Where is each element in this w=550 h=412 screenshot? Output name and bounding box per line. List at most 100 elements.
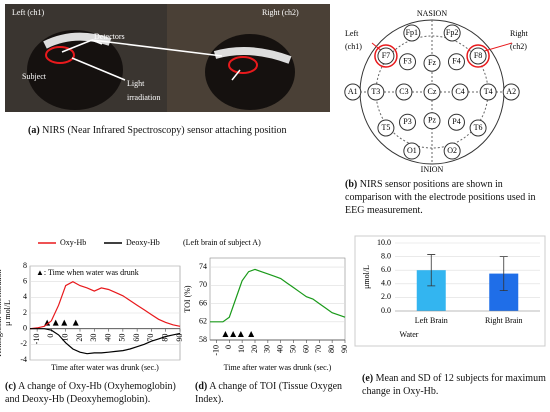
electrode-label: Fp2	[446, 28, 458, 37]
caption-text: NIRS (Near Infrared Spectroscopy) sensor…	[42, 125, 287, 136]
drink-marker	[52, 319, 59, 326]
x-tick-label: Right Brain	[485, 316, 523, 325]
electrode-label: T6	[474, 123, 483, 132]
photo-label: Left (ch1)	[12, 8, 45, 17]
electrode	[447, 53, 465, 71]
electrode-label: F8	[474, 51, 482, 60]
headband	[43, 32, 112, 49]
side-label: Right	[510, 29, 529, 38]
electrode-label: Cz	[428, 87, 437, 96]
x-tick-label: 40	[276, 345, 285, 353]
caption-text: A change of Oxy-Hb (Oxyhemoglobin) and D…	[5, 381, 176, 405]
sensor-ring	[45, 46, 75, 64]
electrode-label: Pz	[428, 116, 436, 125]
y-tick-label: -4	[20, 355, 27, 364]
caption: (a) NIRS (Near Infrared Spectroscopy) se…	[28, 124, 328, 137]
caption-text: Mean and SD of 12 subjects for maximum c…	[362, 373, 546, 397]
electrode	[344, 83, 362, 101]
y-tick-label: 62	[199, 317, 207, 326]
sensor-highlight	[466, 44, 490, 68]
y-tick-label: -2	[20, 339, 27, 348]
inion: INION	[421, 165, 444, 174]
drink-marker	[44, 319, 51, 326]
x-tick-label: 50	[288, 345, 297, 353]
data-line	[29, 281, 181, 330]
x-tick-label: 60	[301, 345, 310, 353]
x-axis-label: Water	[400, 330, 419, 339]
electrode	[479, 83, 497, 101]
x-tick-label: 20	[75, 334, 84, 342]
x-axis-label: Time after water was drunk (sec.)	[224, 363, 332, 372]
electrode-label: O1	[407, 146, 417, 155]
legend-label: Deoxy-Hb	[126, 238, 160, 247]
note: (Left brain of subject A)	[183, 238, 261, 247]
drink-marker	[237, 331, 244, 337]
photo-label: Right (ch2)	[262, 8, 299, 17]
electrode	[395, 83, 413, 101]
electrode	[399, 113, 417, 131]
x-tick-label: 50	[118, 334, 127, 342]
side-label: (ch1)	[345, 42, 362, 51]
x-tick-label: 0	[224, 345, 233, 349]
y-axis-label: μ mol/L	[3, 300, 12, 326]
electrode	[403, 24, 421, 42]
drink-marker	[230, 331, 237, 337]
electrode-label: O2	[447, 146, 457, 155]
x-tick-label: 30	[89, 334, 98, 342]
electrode	[399, 53, 417, 71]
data-line	[210, 268, 346, 323]
electrode	[377, 47, 395, 65]
x-tick-label: -10	[211, 345, 220, 356]
legend-label: Oxy-Hb	[60, 238, 86, 247]
nasion: NASION	[417, 9, 447, 18]
chart-frame	[354, 235, 546, 347]
electrode	[423, 54, 441, 72]
drink-marker	[248, 331, 255, 337]
electrode	[502, 83, 520, 101]
y-axis-label: TOI (%)	[183, 285, 192, 313]
y-tick-label: 70	[199, 280, 207, 289]
electrode-label: Fp1	[406, 28, 418, 37]
drink-marker	[72, 319, 79, 326]
electrode	[447, 113, 465, 131]
y-tick-label: 10.0	[377, 238, 391, 247]
caption-label: (c)	[5, 381, 17, 392]
y-axis-label: Hemoglobin Concentration	[0, 269, 3, 356]
sensor-ring	[228, 56, 258, 74]
photo-label: Subject	[22, 72, 47, 81]
side-label: Left	[345, 29, 359, 38]
sensor-highlight	[374, 44, 398, 68]
electrode	[377, 119, 395, 137]
caption-label: (d)	[195, 381, 208, 392]
x-tick-label: 90	[175, 334, 184, 342]
x-tick-label: 80	[161, 334, 170, 342]
x-tick-label: 90	[340, 345, 349, 353]
x-tick-label: 30	[263, 345, 272, 353]
caption-label: (e)	[362, 373, 374, 384]
electrode-label: C3	[399, 87, 408, 96]
y-tick-label: 0.0	[381, 306, 391, 315]
annotation: ▲: Time when water was drunk	[36, 268, 139, 277]
electrode	[367, 83, 385, 101]
x-tick-label: 10	[237, 345, 246, 353]
side-label: (ch2)	[510, 42, 527, 51]
caption: (d) A change of TOI (Tissue Oxygen Index…	[195, 380, 345, 406]
electrode-label: P3	[403, 117, 411, 126]
head	[27, 30, 123, 110]
electrode-label: T3	[371, 87, 380, 96]
y-tick-label: 74	[199, 262, 207, 271]
electrode	[451, 83, 469, 101]
y-tick-label: 2	[23, 308, 27, 317]
y-tick-label: 8	[23, 261, 27, 270]
caption-text: A change of TOI (Tissue Oxygen Index).	[195, 381, 343, 405]
y-tick-label: 4	[23, 292, 27, 301]
electrode-label: A2	[506, 87, 516, 96]
electrode-label: F4	[452, 57, 460, 66]
data-line	[30, 328, 181, 355]
caption: (c) A change of Oxy-Hb (Oxyhemoglobin) a…	[5, 380, 190, 406]
pointer	[480, 42, 513, 53]
electrode	[423, 83, 441, 101]
y-tick-label: 2.0	[381, 292, 391, 301]
electrode	[443, 24, 461, 42]
